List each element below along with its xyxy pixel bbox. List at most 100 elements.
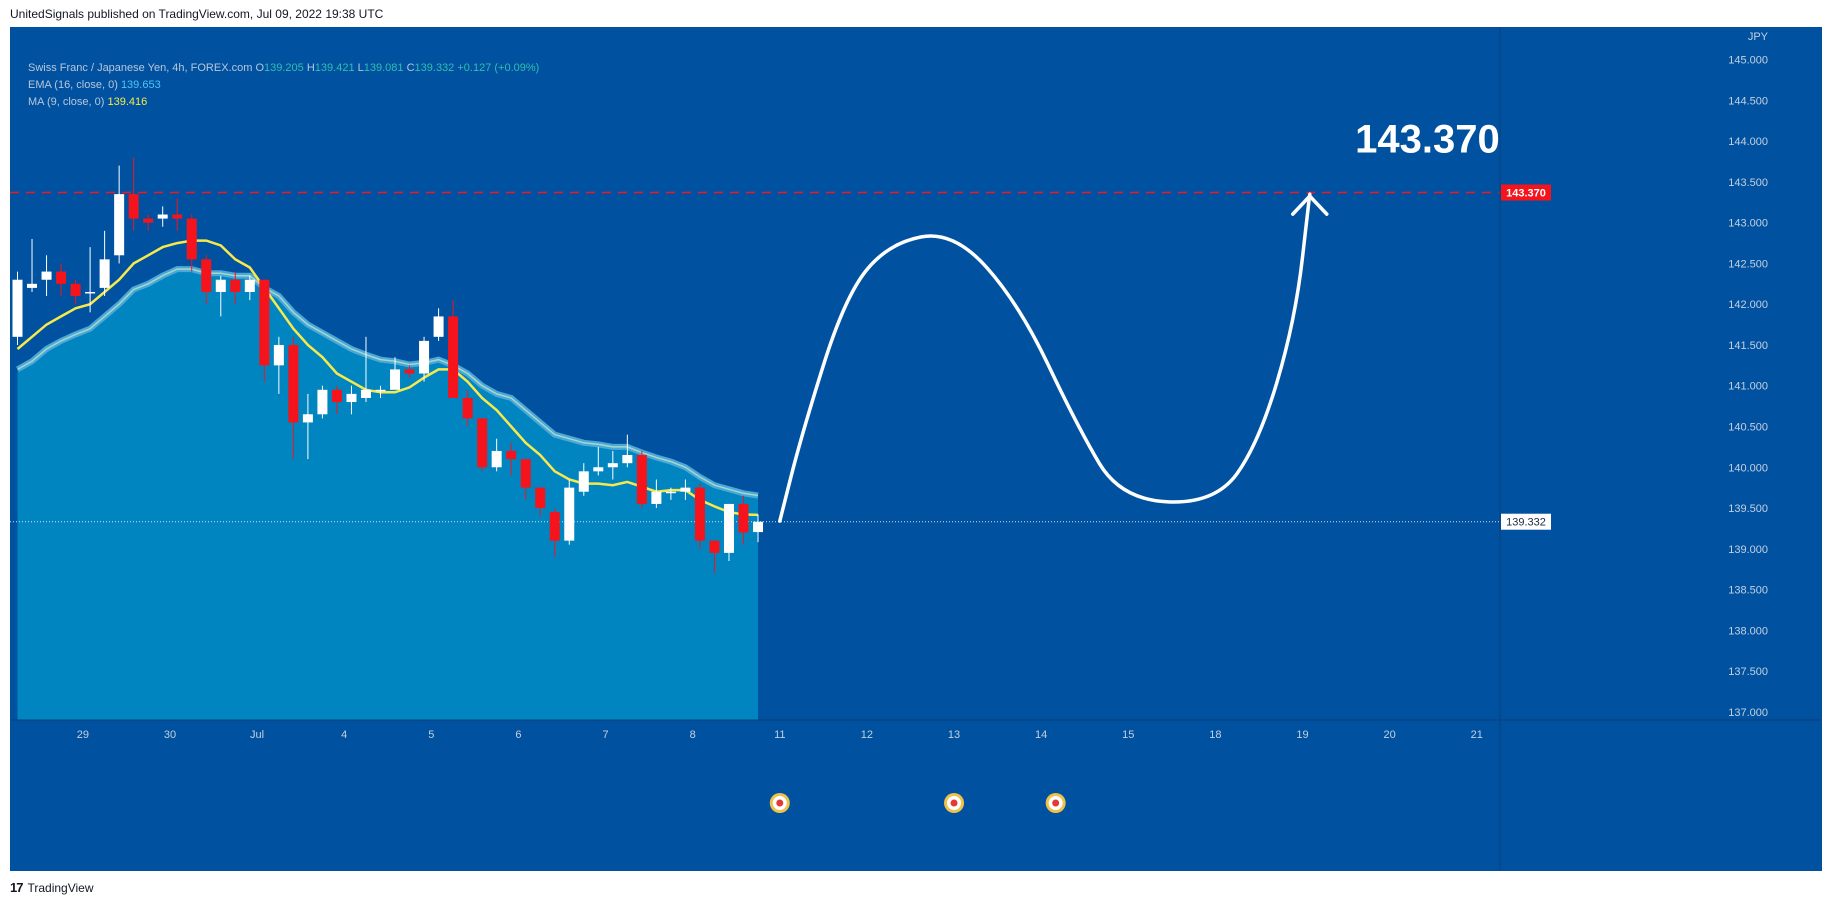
candle-body[interactable] (288, 344, 299, 423)
candle-body[interactable] (186, 218, 197, 260)
candle-body[interactable] (27, 283, 38, 288)
indicator-lines-layer (16, 239, 759, 517)
time-tick-label: 18 (1209, 729, 1221, 741)
currency-label: JPY (1748, 31, 1769, 43)
time-tick-label: 8 (690, 729, 696, 741)
open-value: 139.205 (264, 62, 304, 74)
candle-body[interactable] (622, 455, 633, 464)
high-value: 139.421 (314, 62, 355, 74)
candle-body[interactable] (99, 259, 110, 288)
price-tick-label: 137.500 (1728, 666, 1768, 678)
price-labels-layer: 143.370 139.332 (1501, 184, 1551, 530)
publish-caption: UnitedSignals published on TradingView.c… (10, 7, 384, 21)
candle-body[interactable] (56, 271, 67, 284)
candle-body[interactable] (41, 271, 52, 280)
candle-body[interactable] (593, 467, 604, 472)
candle-body[interactable] (12, 279, 23, 337)
time-tick-label: 6 (515, 729, 521, 741)
time-tick-label: 29 (77, 729, 89, 741)
change-value: +0.127 (+0.09%) (457, 62, 540, 74)
candle-body[interactable] (665, 491, 676, 494)
time-tick-label: Jul (250, 729, 264, 741)
candle-body[interactable] (375, 389, 386, 392)
price-tick-label: 140.500 (1728, 421, 1768, 433)
candle-body[interactable] (520, 459, 531, 488)
event-marker-dot (1052, 799, 1060, 807)
candle-body[interactable] (738, 503, 749, 533)
price-chart[interactable]: 143.370 JPY137.000137.500138.000138.5001… (10, 27, 1822, 871)
candle-body[interactable] (709, 540, 720, 553)
candle-body[interactable] (433, 316, 444, 337)
candle-body[interactable] (419, 340, 430, 374)
time-tick-label: 5 (428, 729, 434, 741)
candle-body[interactable] (70, 283, 81, 297)
time-tick-label: 19 (1296, 729, 1308, 741)
candle-body[interactable] (651, 491, 662, 504)
current-price-badge (1501, 513, 1551, 530)
candle-body[interactable] (331, 389, 342, 403)
candle-body[interactable] (302, 414, 313, 423)
ema-area-layer (10, 27, 1822, 871)
candle-body[interactable] (694, 487, 705, 541)
ema-legend-row[interactable]: EMA (16, close, 0) 139.653 (28, 77, 539, 94)
time-tick-label: 14 (1035, 729, 1047, 741)
candle-body[interactable] (477, 418, 488, 468)
low-label: L (357, 62, 364, 74)
ema-label[interactable]: EMA (16, close, 0) (28, 79, 118, 91)
time-tick-label: 12 (861, 729, 873, 741)
ma-label[interactable]: MA (9, close, 0) (28, 96, 105, 108)
candle-body[interactable] (506, 450, 517, 460)
candle-body[interactable] (753, 521, 764, 533)
candle-body[interactable] (636, 455, 647, 504)
candle-body[interactable] (535, 487, 546, 509)
price-tick-label: 145.000 (1728, 55, 1768, 67)
candle-body[interactable] (230, 279, 241, 292)
candle-body[interactable] (680, 487, 691, 492)
candle-body[interactable] (128, 194, 139, 219)
candles-layer (12, 157, 764, 574)
candle-body[interactable] (201, 259, 212, 292)
candle-body[interactable] (360, 389, 371, 398)
time-tick-label: 30 (164, 729, 176, 741)
candle-body[interactable] (114, 194, 125, 256)
price-tick-label: 143.000 (1728, 218, 1768, 230)
tradingview-brand[interactable]: 17 TradingView (10, 880, 94, 895)
axes-layer: JPY 137.000 137.500 138.000 138.500 139.000 13… (10, 27, 1822, 871)
candle-body[interactable] (607, 463, 618, 468)
event-marker-dot (950, 799, 958, 807)
candle-body[interactable] (143, 218, 154, 223)
candle-body[interactable] (317, 389, 328, 415)
symbol-name[interactable]: Swiss Franc / Japanese Yen, 4h, FOREX.co… (28, 62, 253, 74)
candle-body[interactable] (172, 214, 183, 219)
candle-body[interactable] (215, 279, 226, 292)
symbol-legend-row[interactable]: Swiss Franc / Japanese Yen, 4h, FOREX.co… (28, 60, 539, 77)
candle-body[interactable] (85, 291, 96, 294)
candle-body[interactable] (549, 512, 560, 541)
candle-body[interactable] (491, 450, 502, 468)
event-marker-dot (776, 799, 784, 807)
candle-body[interactable] (564, 487, 575, 541)
ema-line (17, 268, 759, 497)
candle-body[interactable] (273, 344, 284, 366)
candle-body[interactable] (578, 471, 589, 492)
candle-body[interactable] (723, 503, 734, 553)
time-tick-label: 13 (948, 729, 960, 741)
price-tick-label: 138.000 (1728, 625, 1768, 637)
candle-body[interactable] (346, 393, 357, 403)
current-price-badge-text: 139.332 (1506, 517, 1546, 529)
price-tick-label: 137.000 (1728, 707, 1768, 719)
candle-body[interactable] (259, 279, 270, 366)
ma-legend-row[interactable]: MA (9, close, 0) 139.416 (28, 94, 539, 111)
candle-body[interactable] (244, 279, 255, 292)
tradingview-logo-icon: 17 (10, 880, 24, 895)
candle-body[interactable] (404, 369, 415, 374)
candle-body[interactable] (390, 369, 401, 390)
time-tick-label: 15 (1122, 729, 1134, 741)
close-label: C (406, 62, 415, 74)
chart-area[interactable]: 143.370 JPY 137.000 137.500 138.000 138.500 1… (10, 27, 1822, 871)
candle-body[interactable] (157, 214, 168, 219)
high-label: H (306, 62, 315, 74)
candle-body[interactable] (448, 316, 459, 398)
candle-body[interactable] (462, 397, 473, 419)
time-tick-label: 21 (1471, 729, 1483, 741)
